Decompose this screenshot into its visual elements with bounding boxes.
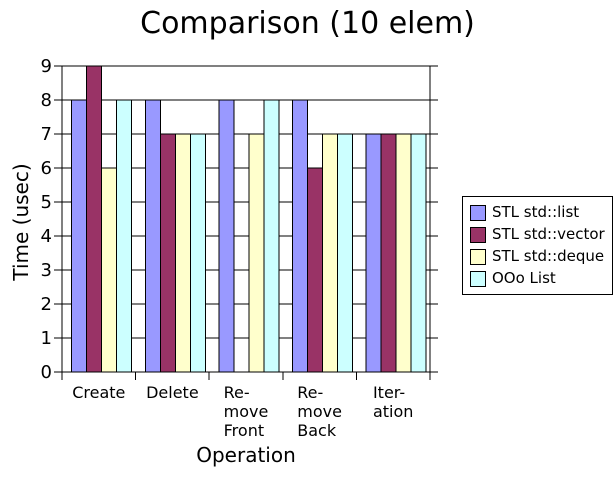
bar — [380, 133, 397, 373]
legend-item: STL std::vector — [470, 225, 605, 244]
bar — [395, 133, 412, 373]
legend-label: STL std::list — [492, 203, 580, 221]
y-tick-label: 6 — [41, 158, 52, 179]
bar — [71, 99, 88, 373]
bar — [189, 133, 206, 373]
y-tick-label: 1 — [41, 328, 52, 349]
y-tick-label: 8 — [41, 90, 52, 111]
legend-item: STL std::deque — [470, 247, 605, 266]
bar — [174, 133, 191, 373]
x-axis-title: Operation — [196, 443, 296, 467]
y-tick-label: 0 — [41, 362, 52, 383]
y-tick-label: 7 — [41, 124, 52, 145]
plot-border — [61, 65, 431, 373]
bar — [410, 133, 427, 373]
y-tick-label: 3 — [41, 260, 52, 281]
legend-label: STL std::vector — [492, 225, 605, 243]
bar — [263, 99, 280, 373]
bar — [248, 133, 265, 373]
bar — [322, 133, 338, 373]
x-tick-label: Re- move Back — [297, 383, 342, 440]
legend-swatch — [470, 204, 486, 221]
y-tick-label: 2 — [41, 294, 52, 315]
bar — [116, 99, 133, 373]
bar — [86, 65, 103, 373]
bar — [292, 99, 308, 373]
x-tick-label: Create — [72, 383, 126, 402]
legend-label: OOo List — [492, 269, 556, 287]
legend-label: STL std::deque — [492, 247, 605, 265]
chart-title: Comparison (10 elem) — [140, 6, 475, 41]
x-tick-label: Re- move Front — [223, 383, 269, 440]
legend-item: OOo List — [470, 269, 605, 288]
y-tick-label: 4 — [41, 226, 52, 247]
legend-swatch — [470, 270, 486, 287]
bar — [144, 99, 161, 373]
y-tick-label: 5 — [41, 192, 52, 213]
x-tick-label: Iter- ation — [372, 383, 414, 421]
bar — [101, 167, 118, 373]
bar — [307, 167, 323, 373]
y-tick-label: 9 — [41, 56, 52, 77]
bar — [159, 133, 176, 373]
legend-swatch — [470, 248, 486, 265]
legend-item: STL std::list — [470, 203, 605, 222]
bar — [365, 133, 382, 373]
bar — [218, 99, 235, 373]
bar — [337, 133, 353, 373]
legend-swatch — [470, 226, 486, 243]
x-tick-label: Delete — [146, 383, 199, 402]
